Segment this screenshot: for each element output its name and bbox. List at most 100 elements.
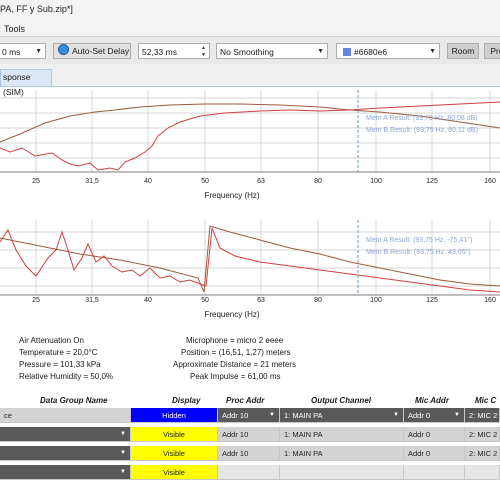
header-data-group-name[interactable]: Data Group Name (40, 396, 108, 405)
auto-set-delay-button[interactable]: Auto-Set Delay (53, 43, 131, 59)
auto-set-delay-icon (58, 44, 69, 55)
averaging-select[interactable]: 0 ms ▼ (0, 43, 46, 59)
phase-plot: Mem A Result: (93,75 Hz, -75,41°) Mem B … (0, 220, 500, 324)
menu-bar: Tools (0, 22, 500, 36)
row-3-proc-addr[interactable]: Addr 10 (218, 446, 280, 461)
row-1-display-text: Hidden (162, 411, 186, 420)
row-2-name[interactable]: ▼ (0, 427, 131, 442)
averaging-select-value: 0 ms (2, 47, 21, 57)
row-1-mic-channel[interactable]: 2: MIC 2 (465, 408, 500, 423)
chevron-down-icon: ▼ (120, 431, 126, 437)
tab-bar: sponse (SIM) (0, 64, 500, 97)
header-proc-addr[interactable]: Proc Addr (226, 396, 265, 405)
x-tick: 63 (257, 297, 265, 304)
smoothing-select[interactable]: No Smoothing ▼ (216, 43, 328, 59)
tab-response-sim-label: sponse (SIM) (3, 72, 31, 97)
x-tick: 125 (426, 297, 438, 304)
row-3-name[interactable]: ▼ (0, 446, 131, 461)
phase-plot-area[interactable] (0, 220, 500, 298)
window-title: PA, FF y Sub.zip*] (0, 4, 73, 14)
x-tick: 40 (144, 178, 152, 185)
title-bar: PA, FF y Sub.zip*] (0, 0, 500, 22)
temperature-text: Temperature = 20,0°C (19, 348, 98, 357)
header-display[interactable]: Display (172, 396, 201, 405)
row-2-display-text: Visible (163, 430, 185, 439)
header-mic-addr[interactable]: Mic Addr (415, 396, 449, 405)
x-tick: 125 (426, 178, 438, 185)
color-select[interactable]: #6680e6 ▼ (336, 43, 440, 59)
chevron-down-icon: ▼ (120, 450, 126, 456)
magnitude-x-axis-label: Frequency (Hz) (204, 191, 260, 200)
row-4-output-channel[interactable] (280, 465, 404, 480)
chevron-down-icon: ▼ (269, 412, 275, 418)
row-1-name[interactable]: ce (0, 408, 131, 423)
row-1-mic-text: Addr 0 (408, 411, 431, 420)
x-tick: 50 (201, 178, 209, 185)
magnitude-plot-area[interactable] (0, 90, 500, 176)
row-4-name[interactable]: ▼ (0, 465, 131, 480)
row-2-output-channel[interactable]: 1: MAIN PA (280, 427, 404, 442)
position-text: Position = (16,51, 1,27) meters (181, 348, 291, 357)
humidity-text: Relative Humidity = 50,0% (19, 372, 114, 381)
next-button-label: Pro (490, 46, 500, 56)
tab-response-sim[interactable]: sponse (SIM) (0, 69, 52, 97)
delay-input[interactable]: 52,33 ms ▲ ▼ (138, 43, 210, 59)
chevron-down-icon: ▼ (429, 48, 436, 55)
magnitude-plot: Mem A Result: (93,75 Hz, 80,08 dB) Mem B… (0, 90, 500, 202)
distance-text: Approximate Distance = 21 meters (173, 360, 296, 369)
next-button[interactable]: Pro (484, 43, 500, 59)
row-2-mic-channel[interactable]: 2: MIC 2 (465, 427, 500, 442)
menu-tools[interactable]: Tools (4, 24, 26, 34)
row-1-display[interactable]: Hidden (131, 408, 218, 423)
row-3-micc-text: 2: MIC 2 (469, 449, 498, 458)
row-4-mic-channel[interactable] (465, 465, 500, 480)
chevron-down-icon: ▼ (393, 412, 399, 418)
x-tick: 31,5 (85, 297, 99, 304)
row-4-mic-addr[interactable] (404, 465, 465, 480)
row-3-mic-text: Addr 0 (408, 449, 431, 458)
row-2-proc-addr[interactable]: Addr 10 (218, 427, 280, 442)
auto-set-delay-label: Auto-Set Delay (72, 46, 130, 56)
delay-input-value: 52,33 ms (142, 47, 177, 57)
chevron-down-icon: ▼ (317, 48, 324, 55)
row-4-display-text: Visible (163, 468, 185, 477)
row-3-mic-addr[interactable]: Addr 0 (404, 446, 465, 461)
row-2-output-text: 1: MAIN PA (284, 430, 323, 439)
spinner-icon[interactable]: ▲ ▼ (201, 45, 206, 58)
microphone-text: Microphone = micro 2 eeee (186, 336, 284, 345)
row-1-output-channel[interactable]: 1: MAIN PA ▼ (280, 408, 404, 423)
chevron-down-icon: ▼ (120, 469, 126, 475)
row-1-proc-text: Addr 10 (222, 411, 249, 420)
row-2-proc-text: Addr 10 (222, 430, 249, 439)
x-tick: 63 (257, 178, 265, 185)
row-2-mic-addr[interactable]: Addr 0 (404, 427, 465, 442)
x-tick: 50 (201, 297, 209, 304)
row-3-output-channel[interactable]: 1: MAIN PA (280, 446, 404, 461)
row-1-micc-text: 2: MIC 2 (469, 411, 498, 420)
room-button[interactable]: Room (447, 43, 479, 59)
row-3-mic-channel[interactable]: 2: MIC 2 (465, 446, 500, 461)
x-tick: 25 (32, 178, 40, 185)
air-attenuation-text: Air Attenuation On (19, 336, 84, 345)
mem-a-magnitude-result: Mem A Result: (93,75 Hz, 80,08 dB) (366, 115, 478, 122)
row-4-display[interactable]: Visible (131, 465, 218, 480)
color-swatch-icon (343, 48, 351, 56)
chevron-down-icon: ▼ (35, 48, 42, 55)
header-output-channel[interactable]: Output Channel (311, 396, 371, 405)
row-1-proc-addr[interactable]: Addr 10 ▼ (218, 408, 280, 423)
x-tick: 100 (370, 178, 382, 185)
mem-b-magnitude-result: Mem B Result: (93,75 Hz, 80,11 dB) (366, 127, 478, 134)
x-tick: 31,5 (85, 178, 99, 185)
row-3-display[interactable]: Visible (131, 446, 218, 461)
row-2-display[interactable]: Visible (131, 427, 218, 442)
row-4-proc-addr[interactable] (218, 465, 280, 480)
row-1-mic-addr[interactable]: Addr 0 ▼ (404, 408, 465, 423)
peak-impulse-text: Peak Impulse = 61,00 ms (190, 372, 281, 381)
smoothing-select-value: No Smoothing (220, 47, 274, 57)
row-2-mic-text: Addr 0 (408, 430, 431, 439)
x-tick: 100 (370, 297, 382, 304)
row-1-name-text: ce (4, 411, 12, 420)
x-tick: 40 (144, 297, 152, 304)
toolbar: 0 ms ▼ Auto-Set Delay 52,33 ms ▲ ▼ No Smo… (0, 36, 500, 66)
header-mic-channel[interactable]: Mic C (475, 396, 497, 405)
